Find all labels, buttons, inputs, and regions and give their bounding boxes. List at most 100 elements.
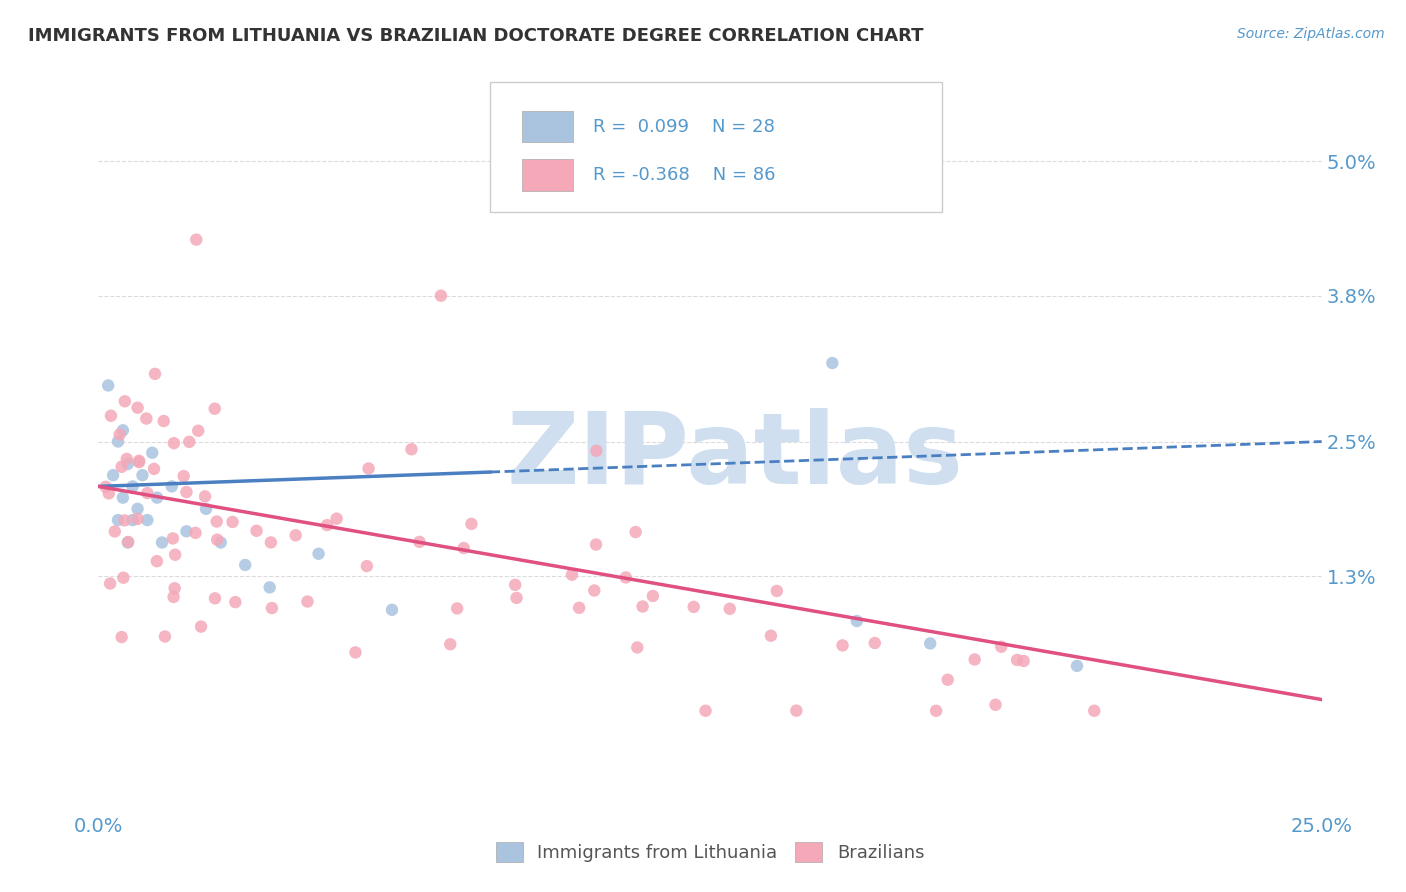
Point [990, 640, 1012, 654]
Point [344, 645, 367, 659]
Point [221, 515, 243, 529]
Point [111, 491, 134, 505]
Point [146, 491, 169, 505]
Point [195, 501, 218, 516]
Point [821, 356, 844, 370]
Point [162, 590, 184, 604]
Point [695, 704, 717, 718]
Point [146, 554, 169, 568]
Point [631, 599, 654, 614]
Point [401, 442, 423, 457]
Point [150, 535, 173, 549]
Point [845, 614, 868, 628]
Point [136, 513, 159, 527]
Point [205, 515, 228, 529]
Legend: Immigrants from Lithuania, Brazilians: Immigrants from Lithuania, Brazilians [488, 835, 932, 870]
Point [97, 378, 120, 392]
Point [128, 455, 150, 469]
Point [194, 489, 217, 503]
Point [101, 468, 124, 483]
Point [107, 513, 129, 527]
Point [190, 619, 212, 633]
Text: ZIPatlas: ZIPatlas [506, 408, 963, 505]
Text: R =  0.099    N = 28: R = 0.099 N = 28 [592, 118, 775, 136]
Point [430, 289, 453, 303]
Point [209, 535, 232, 549]
Point [259, 580, 281, 594]
Point [920, 636, 942, 650]
Point [766, 583, 789, 598]
Point [153, 630, 176, 644]
Point [984, 698, 1007, 712]
Point [325, 511, 347, 525]
Point [503, 578, 526, 592]
Point [184, 525, 207, 540]
Point [98, 576, 121, 591]
Point [127, 501, 149, 516]
Point [224, 595, 246, 609]
Point [163, 436, 186, 450]
Point [165, 548, 187, 562]
Point [162, 532, 184, 546]
Point [233, 558, 256, 572]
Point [179, 434, 201, 449]
Point [963, 652, 986, 666]
Point [117, 535, 139, 549]
Point [1012, 654, 1035, 668]
Point [260, 535, 283, 549]
Point [117, 535, 139, 549]
Text: R = -0.368    N = 86: R = -0.368 N = 86 [592, 166, 775, 184]
Point [152, 414, 174, 428]
Point [117, 457, 139, 471]
Point [682, 599, 704, 614]
Point [925, 704, 948, 718]
Point [561, 567, 583, 582]
Point [1083, 704, 1105, 718]
Point [357, 461, 380, 475]
Point [585, 537, 607, 551]
Point [121, 513, 143, 527]
Point [316, 518, 339, 533]
Point [97, 486, 120, 500]
Point [1066, 659, 1088, 673]
Point [187, 424, 209, 438]
Point [626, 640, 648, 655]
Point [100, 409, 122, 423]
Point [176, 524, 198, 539]
Point [381, 603, 404, 617]
Point [104, 524, 127, 539]
Text: Source: ZipAtlas.com: Source: ZipAtlas.com [1237, 27, 1385, 41]
Point [131, 468, 153, 483]
Point [356, 559, 378, 574]
Point [585, 443, 607, 458]
Point [831, 639, 853, 653]
Point [785, 704, 807, 718]
Point [718, 601, 741, 615]
Point [260, 601, 283, 615]
Point [143, 367, 166, 381]
Point [112, 571, 135, 585]
Point [759, 629, 782, 643]
Point [936, 673, 959, 687]
Point [160, 479, 183, 493]
Point [204, 591, 226, 606]
Point [568, 600, 591, 615]
Point [114, 394, 136, 409]
Point [245, 524, 267, 538]
Point [121, 479, 143, 493]
Point [111, 630, 134, 644]
Point [94, 480, 117, 494]
Point [624, 524, 647, 539]
Point [107, 434, 129, 449]
Point [114, 513, 136, 527]
Point [297, 594, 319, 608]
Point [205, 533, 228, 547]
FancyBboxPatch shape [522, 160, 574, 191]
Point [163, 582, 186, 596]
Point [115, 451, 138, 466]
Point [446, 601, 468, 615]
Point [583, 583, 606, 598]
Point [439, 637, 461, 651]
Point [135, 411, 157, 425]
FancyBboxPatch shape [489, 82, 942, 212]
